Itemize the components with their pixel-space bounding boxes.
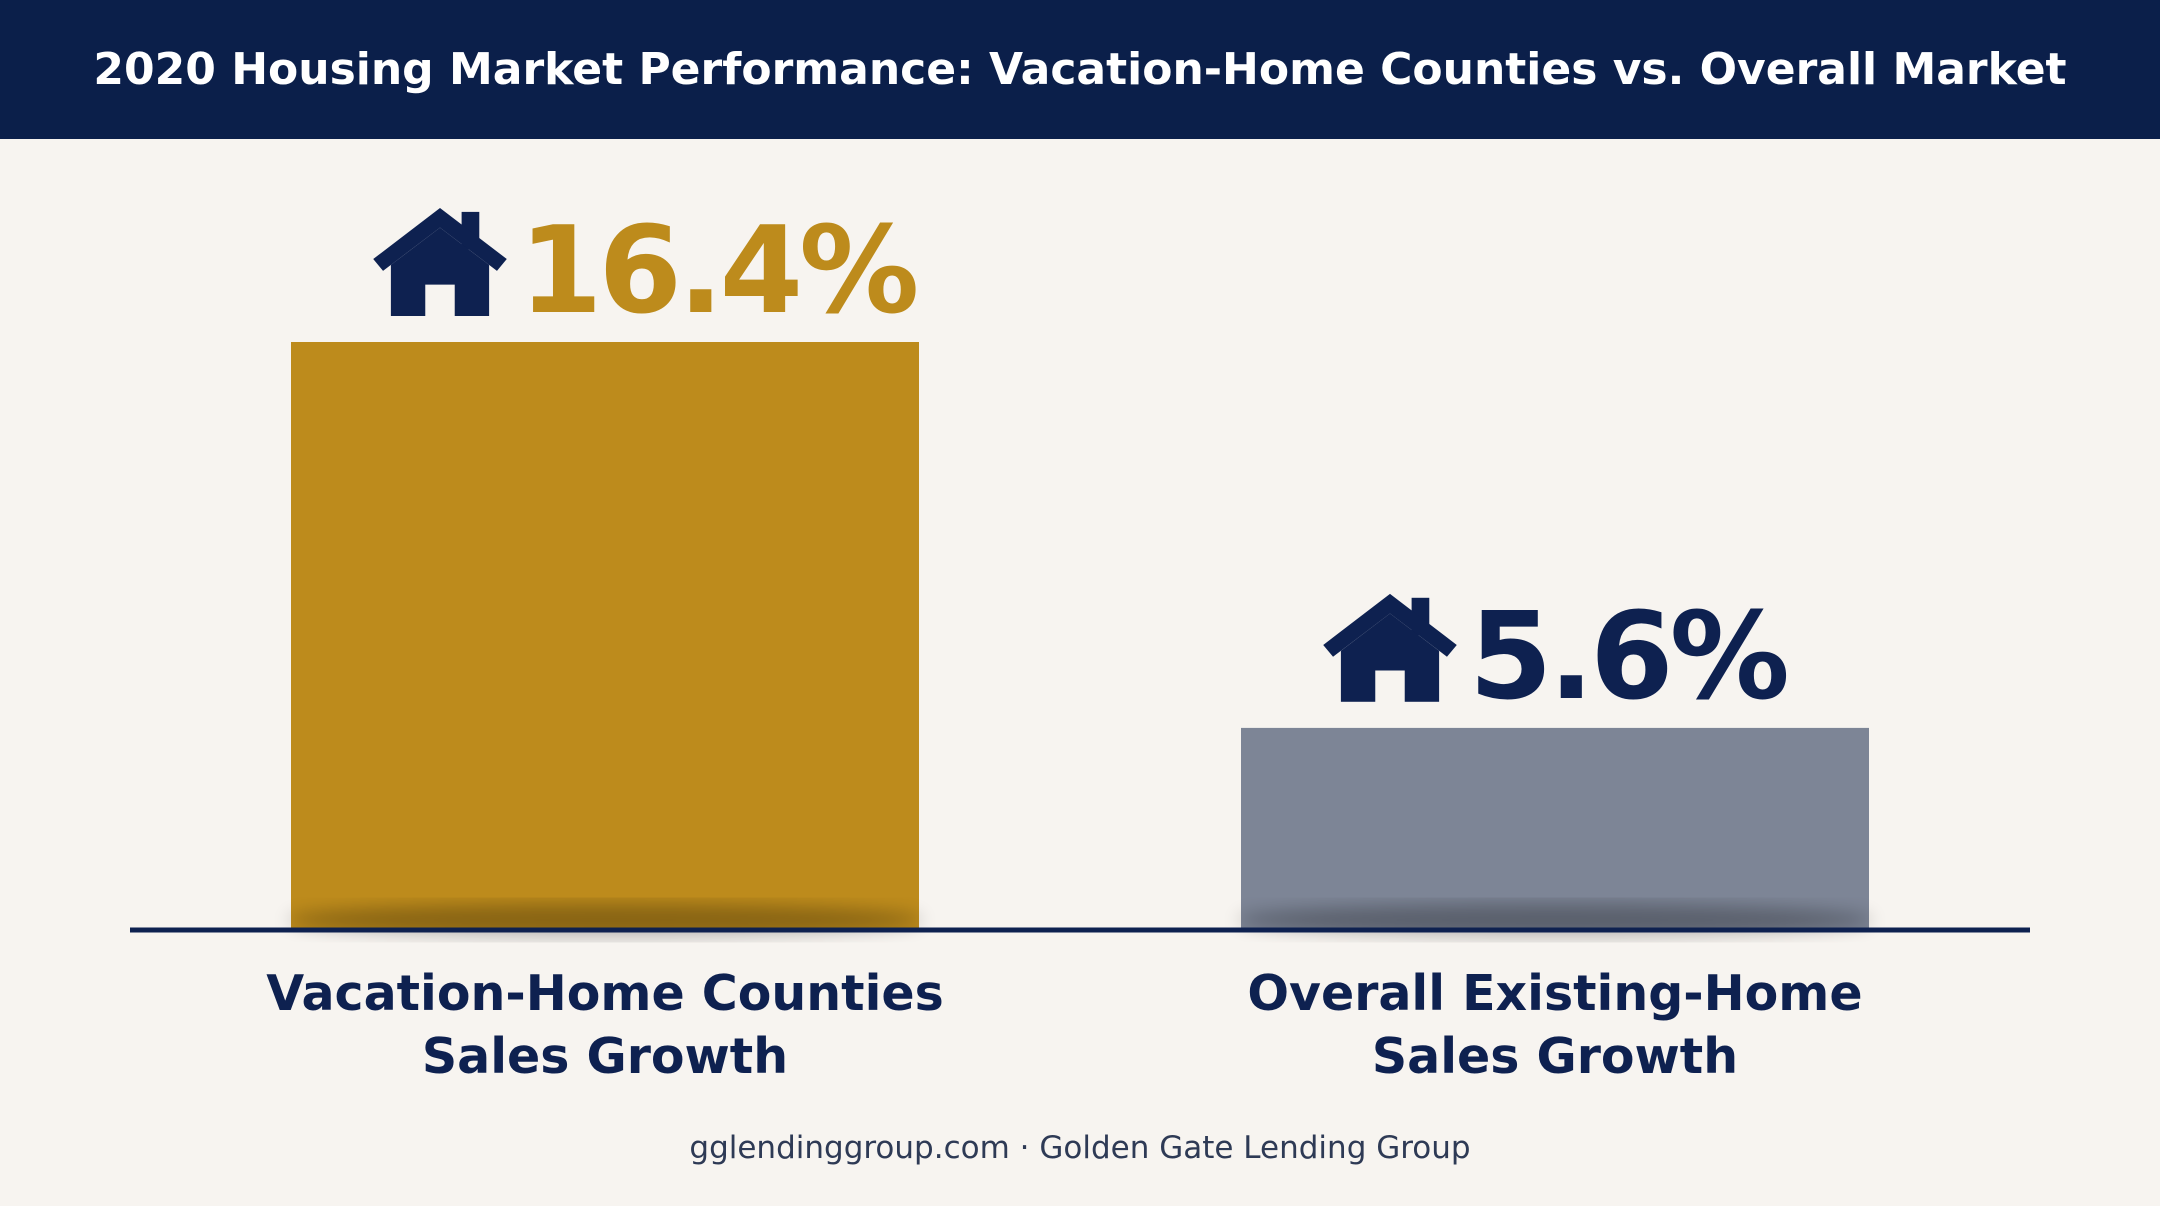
category-label-1-line-2: Sales Growth (422, 1028, 788, 1085)
house-icon (1323, 593, 1457, 702)
category-label-2-line-1: Overall Existing-Home (1247, 965, 1862, 1022)
chart-header: 2020 Housing Market Performance: Vacatio… (0, 0, 2160, 139)
footer-credit: gglendinggroup.com · Golden Gate Lending… (689, 1130, 1471, 1166)
bar-2 (1241, 727, 1869, 928)
bar-1 (291, 342, 919, 928)
category-label-1-line-1: Vacation-Home Counties (266, 965, 944, 1022)
chart-title: 2020 Housing Market Performance: Vacatio… (93, 44, 2067, 95)
house-icon (373, 207, 507, 316)
value-label-1: 16.4% (519, 202, 916, 341)
category-label-2-line-2: Sales Growth (1372, 1028, 1738, 1085)
value-label-2: 5.6% (1469, 588, 1787, 727)
